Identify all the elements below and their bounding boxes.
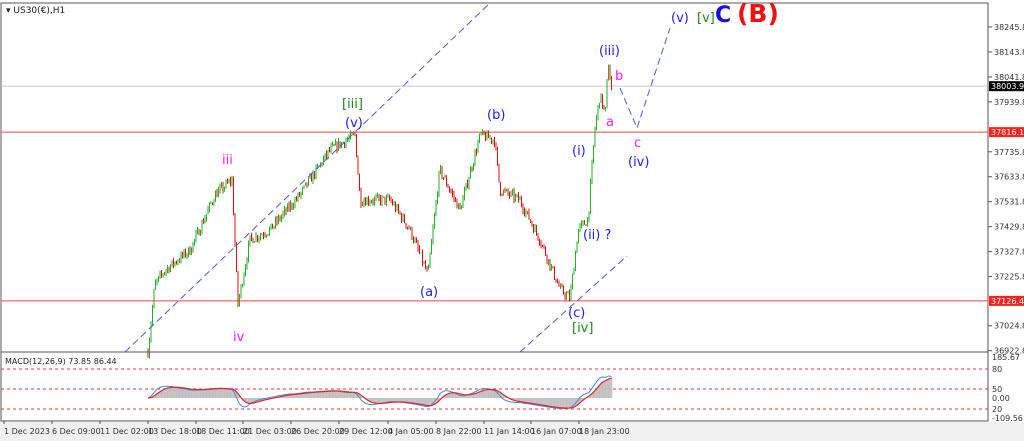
macd-scale-label: 0.00	[992, 394, 1010, 403]
level-price-tag	[989, 295, 1024, 306]
wave-label: C	[715, 3, 732, 28]
time-tick-label: 13 Dec 18:00	[148, 427, 202, 436]
wave-label: c	[634, 136, 642, 151]
time-tick-label: 8 Jan 22:00	[436, 427, 482, 436]
price-tick-label: 37531.8	[994, 198, 1024, 207]
current-price-label: 38003.9	[991, 82, 1024, 91]
macd-panel-frame	[0, 351, 989, 422]
time-tick-label: 18 Dec 11:00	[196, 427, 250, 436]
candles	[147, 64, 612, 359]
lower-channel-line[interactable]	[519, 255, 628, 353]
wave-label: (b)	[487, 108, 506, 123]
price-tick-label: 37735.8	[994, 148, 1024, 157]
upper-channel-line[interactable]	[124, 2, 491, 353]
time-tick-label: 11 Dec 02:00	[100, 427, 154, 436]
macd-scale-label: 50	[992, 385, 1002, 394]
wave-label: b	[615, 69, 624, 84]
dropdown-triangle-icon: ▾	[6, 6, 11, 16]
price-tick-label: 37939.8	[994, 98, 1024, 107]
price-tick-label: 37633.8	[994, 173, 1024, 182]
price-tick-label: 38143.8	[994, 48, 1024, 57]
macd-scale-label: 185.67	[992, 353, 1020, 362]
wave-label: (a)	[420, 285, 439, 300]
price-tick-label: 37024.8	[994, 322, 1024, 331]
wave-label: (B)	[737, 0, 779, 28]
signal-line	[147, 377, 612, 409]
wave-label: [v]	[697, 11, 715, 26]
wave-label: [iv]	[572, 321, 594, 336]
time-tick-label: 18 Jan 23:00	[579, 427, 630, 436]
time-tick-label: 6 Dec 09:00	[52, 427, 101, 436]
wave-label: (iv)	[628, 155, 650, 170]
wave-label: iv	[233, 330, 245, 345]
price-tick-label: 36922.8	[994, 347, 1024, 356]
time-tick-label: 21 Dec 03:00	[243, 427, 297, 436]
price-tick-label: 37225.8	[994, 273, 1024, 282]
wave-label: (iii)	[599, 44, 620, 59]
macd-indicator: 185.67 80 500.00 20-109.56	[1, 353, 1023, 423]
time-tick-label: 1 Dec 2023	[4, 427, 50, 436]
time-tick-label: 29 Dec 12:00	[339, 427, 393, 436]
wave-label: (ii) ?	[583, 228, 612, 243]
time-tick-label: 26 Dec 20:00	[291, 427, 345, 436]
time-tick-label: 11 Jan 14:00	[484, 427, 535, 436]
symbol-label: US30(€),H1	[13, 6, 66, 16]
macd-scale-label: -109.56	[992, 414, 1023, 423]
macd-scale-label: 20	[992, 405, 1002, 414]
time-tick-label: 4 Jan 05:00	[388, 427, 434, 436]
price-tick-label: 38041.8	[994, 73, 1024, 82]
wave-label: (i)	[572, 144, 586, 159]
wave-label: a	[606, 115, 614, 130]
projected-wave-path[interactable]	[619, 27, 671, 130]
price-tick-label: 38245.8	[994, 23, 1024, 32]
symbol-title[interactable]: ▾ US30(€),H1	[6, 6, 65, 16]
macd-scale-label: 80	[992, 365, 1002, 374]
level-price-tag	[989, 127, 1024, 138]
wave-label: [iii]	[342, 97, 363, 112]
wave-label: (c)	[568, 306, 586, 321]
price-tick-label: 37429.8	[994, 223, 1024, 232]
time-axis-bg	[0, 422, 1024, 441]
level-price-label: 37816.1	[991, 128, 1024, 137]
time-tick-label: 16 Jan 07:00	[531, 427, 582, 436]
current-price-tag	[989, 81, 1024, 92]
price-tick-label: 37327.8	[994, 248, 1024, 257]
level-price-label: 37126.4	[991, 297, 1024, 306]
macd-label: MACD(12,26,9) 73.85 86.44	[5, 357, 117, 366]
wave-label: (v)	[345, 116, 363, 131]
wave-label: iii	[222, 153, 233, 168]
wave-label: (v)	[671, 11, 689, 26]
